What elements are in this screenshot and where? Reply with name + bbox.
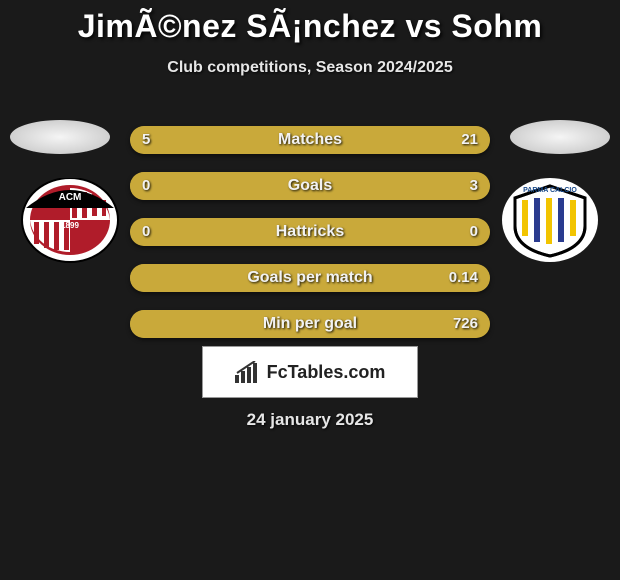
player-avatar-right <box>510 120 610 154</box>
svg-text:ACM: ACM <box>59 192 82 203</box>
stat-value-right: 0.14 <box>449 264 478 292</box>
stat-label: Matches <box>130 126 490 154</box>
stat-value-left: 0 <box>142 172 150 200</box>
stat-label: Goals <box>130 172 490 200</box>
branding-logo: FcTables.com <box>202 346 418 398</box>
stat-value-right: 726 <box>453 310 478 338</box>
stat-label: Hattricks <box>130 218 490 246</box>
club-crest-left: ACM 1899 <box>20 178 120 263</box>
stat-value-left: 0 <box>142 218 150 246</box>
club-crest-right: PARMA CALCIO <box>500 178 600 263</box>
svg-text:PARMA CALCIO: PARMA CALCIO <box>523 187 577 194</box>
stat-row: Min per goal726 <box>130 310 490 338</box>
stat-label: Min per goal <box>130 310 490 338</box>
stat-value-left: 5 <box>142 126 150 154</box>
stat-row: Goals0 3 <box>130 172 490 200</box>
subtitle: Club competitions, Season 2024/2025 <box>0 59 620 77</box>
stat-row: Hattricks0 0 <box>130 218 490 246</box>
branding-text: FcTables.com <box>267 362 386 383</box>
stat-label: Goals per match <box>130 264 490 292</box>
page-title: JimÃ©nez SÃ¡nchez vs Sohm <box>0 0 620 45</box>
stat-row: Matches5 21 <box>130 126 490 154</box>
svg-text:1899: 1899 <box>61 221 79 230</box>
stat-value-right: 3 <box>470 172 478 200</box>
player-avatar-left <box>10 120 110 154</box>
stat-value-right: 21 <box>461 126 478 154</box>
stat-value-right: 0 <box>470 218 478 246</box>
stat-row: Goals per match0.14 <box>130 264 490 292</box>
date-label: 24 january 2025 <box>0 410 620 430</box>
